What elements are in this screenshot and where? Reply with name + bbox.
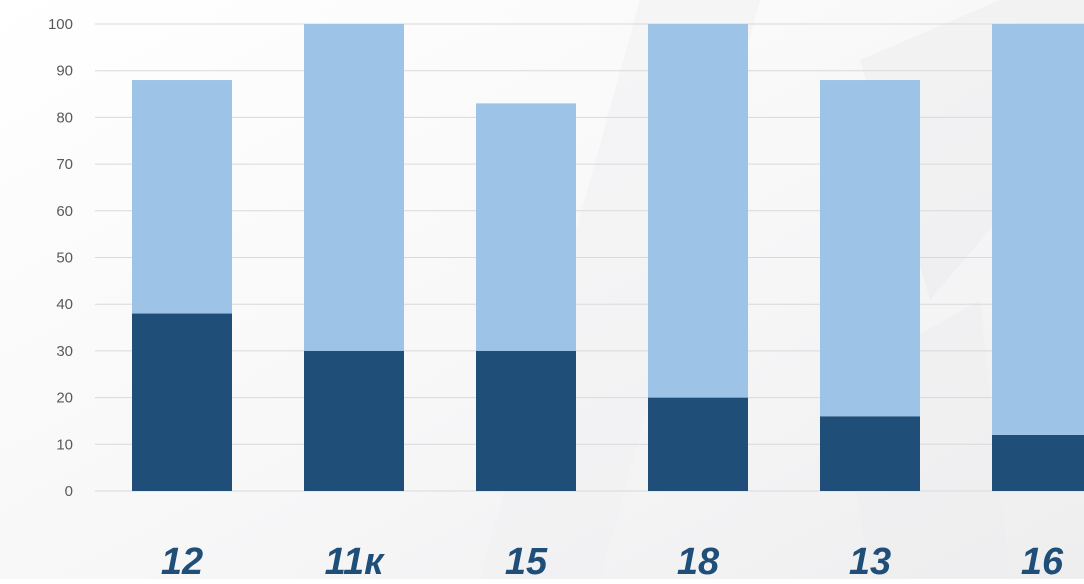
bar-segment-upper: [648, 24, 748, 398]
y-tick-label: 80: [56, 109, 73, 126]
bar-segment-upper: [992, 24, 1084, 435]
y-tick-label: 30: [56, 343, 73, 360]
y-axis-ticks: 0 10 20 30 40 50 60 70 80 90 100: [48, 16, 73, 500]
y-tick-label: 10: [56, 436, 73, 453]
bar-segment-upper: [304, 24, 404, 351]
x-tick-label: 11к: [325, 541, 385, 579]
y-tick-label: 50: [56, 250, 73, 267]
bars: [132, 24, 1084, 491]
bar-segment-upper: [132, 80, 232, 314]
x-tick-label: 16: [1021, 541, 1064, 579]
x-tick-label: 15: [505, 541, 548, 579]
x-axis-ticks: 12 11к 15 18 13 16: [161, 541, 1064, 583]
y-tick-label: 20: [56, 390, 73, 407]
y-tick-label: 70: [56, 156, 73, 173]
x-tick-label: 18: [677, 541, 720, 579]
y-tick-label: 100: [48, 16, 73, 33]
y-tick-label: 40: [56, 296, 73, 313]
x-tick-label: 13: [849, 541, 891, 579]
bar-segment-lower: [304, 350, 404, 491]
y-tick-label: 0: [65, 483, 73, 500]
y-tick-label: 60: [56, 203, 73, 220]
y-tick-label: 90: [56, 63, 73, 80]
bar-segment-upper: [476, 103, 576, 351]
bar-segment-lower: [132, 313, 232, 491]
bar-segment-lower: [820, 416, 920, 491]
bar-segment-lower: [648, 397, 748, 491]
bar-segment-upper: [820, 80, 920, 417]
x-tick-label: 12: [161, 541, 203, 579]
bar-segment-lower: [476, 350, 576, 491]
bar-segment-lower: [992, 434, 1084, 491]
